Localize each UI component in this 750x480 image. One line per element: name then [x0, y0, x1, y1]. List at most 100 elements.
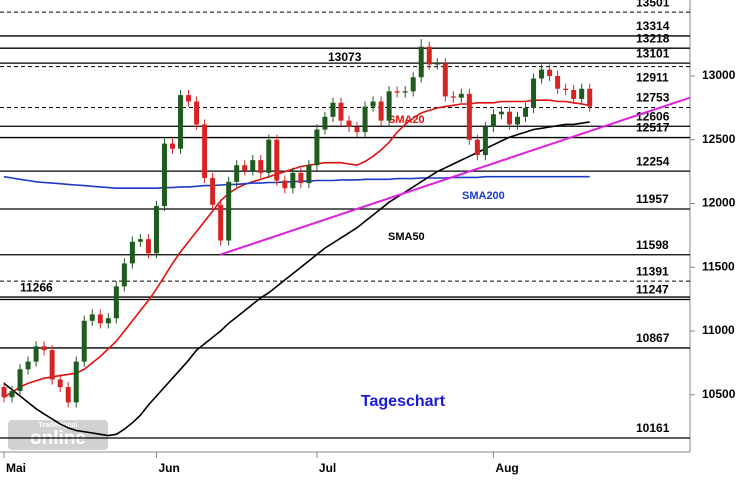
candle-body — [506, 111, 512, 125]
candle-body — [97, 314, 103, 324]
candle-body — [153, 206, 159, 254]
candle-body — [450, 96, 456, 98]
level-label: 11957 — [636, 192, 669, 206]
candle-body — [515, 116, 520, 125]
candle-body — [354, 126, 360, 133]
candle-body — [539, 69, 545, 79]
candle-body — [137, 239, 143, 242]
x-tick-label: Jul — [319, 461, 336, 475]
candle-body — [523, 107, 529, 117]
candle-body — [306, 165, 312, 184]
candle-body — [89, 314, 95, 321]
candle-body — [458, 93, 464, 98]
candle-body — [418, 46, 424, 78]
candle-body — [531, 78, 537, 108]
candle-body — [490, 114, 496, 127]
ma-label: SMA20 — [388, 114, 425, 126]
ma-label: SMA200 — [462, 190, 505, 202]
candle-body — [105, 318, 111, 324]
candle-body — [145, 239, 151, 254]
level-label: 13314 — [636, 19, 670, 33]
candle-body — [338, 102, 344, 121]
candle-body — [322, 116, 328, 130]
candle-body — [113, 286, 119, 319]
y-tick-label: 12500 — [702, 132, 736, 146]
level-label: 11391 — [636, 264, 669, 278]
candle-body — [346, 120, 352, 127]
candle-body — [330, 102, 336, 117]
x-tick-label: Aug — [495, 461, 518, 475]
candle-body — [394, 91, 400, 93]
candle-body — [474, 139, 480, 156]
candle-body — [426, 46, 432, 65]
level-label: 12911 — [636, 71, 669, 85]
level-label: 11247 — [636, 283, 669, 297]
candle-body — [362, 106, 368, 133]
candle-body — [250, 160, 256, 171]
ma-label: SMA50 — [388, 231, 425, 243]
candle-body — [274, 139, 280, 181]
ma-line — [3, 121, 590, 437]
candle-body — [266, 139, 272, 173]
candle-body — [290, 172, 296, 189]
candle-body — [41, 346, 47, 351]
level-label: 13218 — [636, 31, 670, 45]
y-tick-label: 13000 — [702, 68, 736, 82]
candle-body — [386, 91, 392, 121]
candle-body — [186, 95, 192, 102]
candle-body — [547, 69, 553, 76]
level-label: 10161 — [636, 421, 670, 435]
candle-body — [194, 101, 200, 125]
level-label: 13101 — [636, 46, 670, 60]
candle-body — [121, 263, 127, 287]
y-tick-label: 11000 — [702, 323, 735, 337]
candle-body — [579, 88, 585, 99]
candle-body — [25, 361, 31, 370]
y-tick-label: 12000 — [702, 196, 736, 210]
candle-body — [563, 88, 569, 91]
candle-body — [410, 77, 416, 92]
candle-body — [218, 204, 224, 241]
candle-body — [178, 95, 184, 149]
y-tick-label: 11500 — [702, 259, 735, 273]
level-label: 12753 — [636, 91, 670, 105]
candle-body — [402, 91, 408, 93]
x-tick-label: Jun — [158, 461, 179, 475]
watermark: Tradesignal online — [8, 420, 108, 450]
candle-body — [17, 369, 23, 391]
candle-body — [442, 63, 448, 97]
watermark-brand: Tradesignal — [39, 422, 78, 429]
ma-line — [3, 99, 590, 398]
level-label: 12254 — [636, 154, 670, 168]
candle-body — [242, 165, 248, 171]
candle-body — [466, 93, 472, 140]
candle-body — [587, 88, 593, 107]
candle-body — [314, 129, 320, 166]
candle-body — [282, 180, 288, 189]
candle-body — [57, 379, 63, 388]
candle-body — [49, 350, 55, 380]
candle-body — [1, 387, 7, 398]
trend-line — [220, 96, 691, 256]
candle-body — [170, 143, 175, 149]
candle-body — [202, 124, 208, 178]
level-label: 10867 — [636, 331, 670, 345]
candle-body — [33, 346, 39, 362]
candle-body — [571, 90, 577, 99]
candle-body — [370, 101, 376, 107]
candle-body — [498, 111, 504, 115]
watermark-box — [8, 420, 108, 450]
candle-body — [226, 181, 232, 241]
candle-body — [9, 390, 15, 398]
candle-body — [555, 75, 561, 89]
candle-body — [73, 361, 79, 403]
level-label: 11266 — [20, 280, 53, 294]
level-label: 13501 — [636, 0, 670, 9]
candle-body — [65, 387, 71, 403]
level-label: 11598 — [636, 238, 669, 252]
candle-body — [258, 160, 264, 173]
candle-body — [81, 320, 87, 362]
candle-body — [129, 241, 135, 264]
